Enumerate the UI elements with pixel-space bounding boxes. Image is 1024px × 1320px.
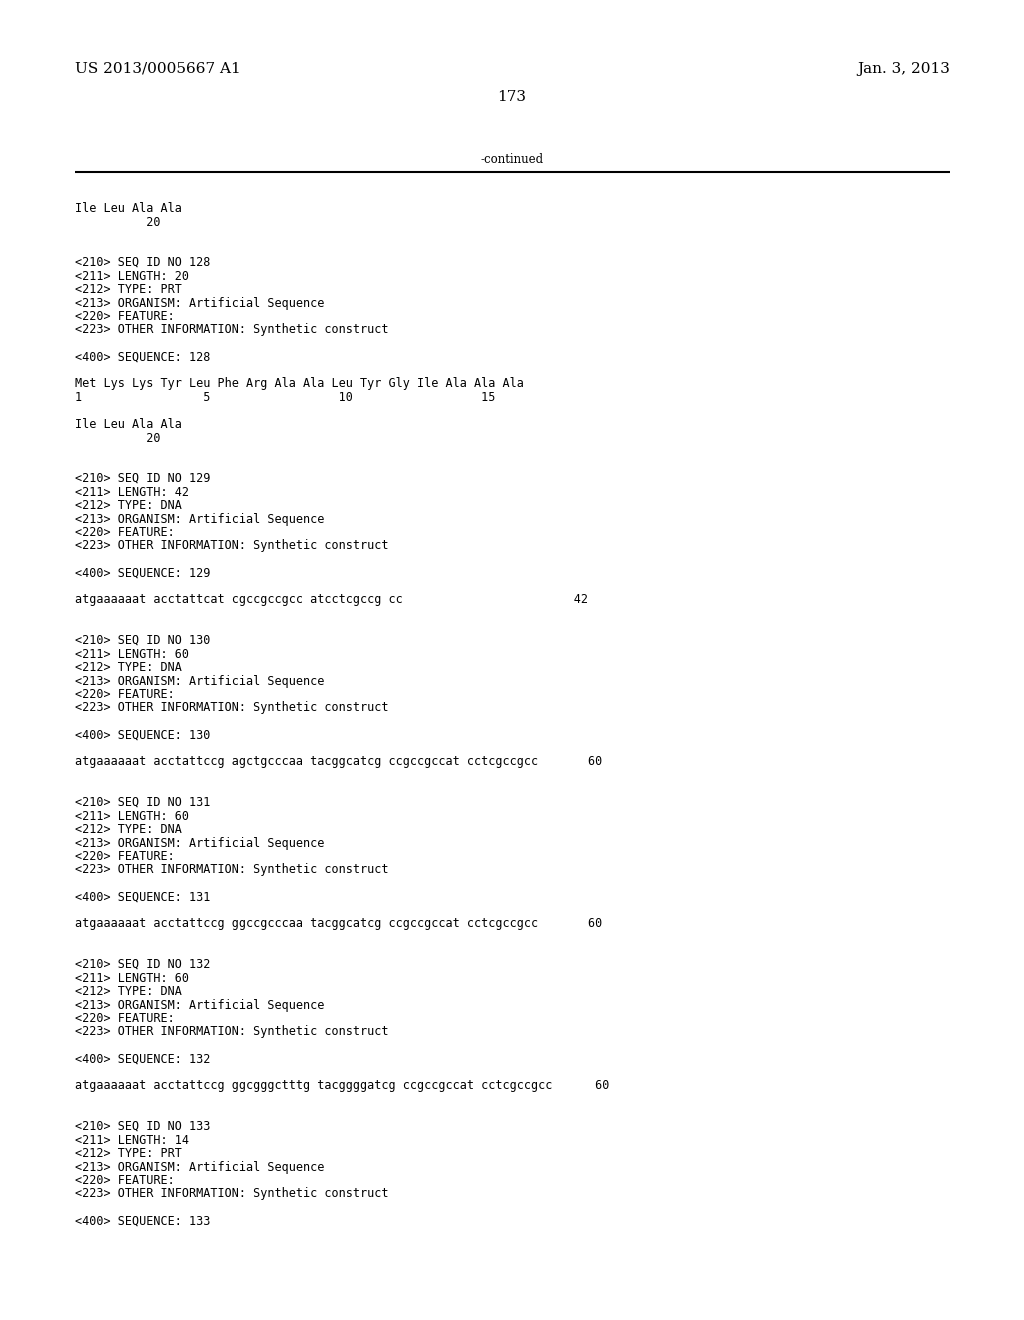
Text: <212> TYPE: DNA: <212> TYPE: DNA <box>75 661 182 675</box>
Text: <223> OTHER INFORMATION: Synthetic construct: <223> OTHER INFORMATION: Synthetic const… <box>75 863 388 876</box>
Text: atgaaaaaat acctattccg agctgcccaa tacggcatcg ccgccgccat cctcgccgcc       60: atgaaaaaat acctattccg agctgcccaa tacggca… <box>75 755 602 768</box>
Text: -continued: -continued <box>480 153 544 166</box>
Text: <400> SEQUENCE: 131: <400> SEQUENCE: 131 <box>75 891 210 903</box>
Text: atgaaaaaat acctattcat cgccgccgcc atcctcgccg cc                        42: atgaaaaaat acctattcat cgccgccgcc atcctcg… <box>75 594 588 606</box>
Text: <223> OTHER INFORMATION: Synthetic construct: <223> OTHER INFORMATION: Synthetic const… <box>75 540 388 553</box>
Text: <211> LENGTH: 60: <211> LENGTH: 60 <box>75 648 189 660</box>
Text: 173: 173 <box>498 90 526 104</box>
Text: <220> FEATURE:: <220> FEATURE: <box>75 525 175 539</box>
Text: <220> FEATURE:: <220> FEATURE: <box>75 310 175 323</box>
Text: <213> ORGANISM: Artificial Sequence: <213> ORGANISM: Artificial Sequence <box>75 837 325 850</box>
Text: <213> ORGANISM: Artificial Sequence: <213> ORGANISM: Artificial Sequence <box>75 1160 325 1173</box>
Text: <220> FEATURE:: <220> FEATURE: <box>75 688 175 701</box>
Text: <212> TYPE: DNA: <212> TYPE: DNA <box>75 985 182 998</box>
Text: <211> LENGTH: 60: <211> LENGTH: 60 <box>75 972 189 985</box>
Text: <212> TYPE: PRT: <212> TYPE: PRT <box>75 1147 182 1160</box>
Text: <211> LENGTH: 42: <211> LENGTH: 42 <box>75 486 189 499</box>
Text: Met Lys Lys Tyr Leu Phe Arg Ala Ala Leu Tyr Gly Ile Ala Ala Ala: Met Lys Lys Tyr Leu Phe Arg Ala Ala Leu … <box>75 378 524 391</box>
Text: <210> SEQ ID NO 132: <210> SEQ ID NO 132 <box>75 958 210 972</box>
Text: Ile Leu Ala Ala: Ile Leu Ala Ala <box>75 202 182 215</box>
Text: Jan. 3, 2013: Jan. 3, 2013 <box>857 62 950 77</box>
Text: <223> OTHER INFORMATION: Synthetic construct: <223> OTHER INFORMATION: Synthetic const… <box>75 323 388 337</box>
Text: <212> TYPE: DNA: <212> TYPE: DNA <box>75 499 182 512</box>
Text: <212> TYPE: DNA: <212> TYPE: DNA <box>75 822 182 836</box>
Text: <210> SEQ ID NO 129: <210> SEQ ID NO 129 <box>75 473 210 484</box>
Text: <210> SEQ ID NO 128: <210> SEQ ID NO 128 <box>75 256 210 269</box>
Text: <400> SEQUENCE: 129: <400> SEQUENCE: 129 <box>75 566 210 579</box>
Text: <223> OTHER INFORMATION: Synthetic construct: <223> OTHER INFORMATION: Synthetic const… <box>75 1188 388 1200</box>
Text: <213> ORGANISM: Artificial Sequence: <213> ORGANISM: Artificial Sequence <box>75 512 325 525</box>
Text: <220> FEATURE:: <220> FEATURE: <box>75 1012 175 1026</box>
Text: <210> SEQ ID NO 130: <210> SEQ ID NO 130 <box>75 634 210 647</box>
Text: <223> OTHER INFORMATION: Synthetic construct: <223> OTHER INFORMATION: Synthetic const… <box>75 701 388 714</box>
Text: Ile Leu Ala Ala: Ile Leu Ala Ala <box>75 418 182 432</box>
Text: <223> OTHER INFORMATION: Synthetic construct: <223> OTHER INFORMATION: Synthetic const… <box>75 1026 388 1039</box>
Text: <220> FEATURE:: <220> FEATURE: <box>75 850 175 863</box>
Text: <212> TYPE: PRT: <212> TYPE: PRT <box>75 282 182 296</box>
Text: <400> SEQUENCE: 128: <400> SEQUENCE: 128 <box>75 351 210 363</box>
Text: <210> SEQ ID NO 131: <210> SEQ ID NO 131 <box>75 796 210 809</box>
Text: atgaaaaaat acctattccg ggcgggctttg tacggggatcg ccgccgccat cctcgccgcc      60: atgaaaaaat acctattccg ggcgggctttg tacggg… <box>75 1080 609 1093</box>
Text: <400> SEQUENCE: 132: <400> SEQUENCE: 132 <box>75 1052 210 1065</box>
Text: 20: 20 <box>75 215 161 228</box>
Text: atgaaaaaat acctattccg ggccgcccaa tacggcatcg ccgccgccat cctcgccgcc       60: atgaaaaaat acctattccg ggccgcccaa tacggca… <box>75 917 602 931</box>
Text: <213> ORGANISM: Artificial Sequence: <213> ORGANISM: Artificial Sequence <box>75 998 325 1011</box>
Text: <210> SEQ ID NO 133: <210> SEQ ID NO 133 <box>75 1119 210 1133</box>
Text: <211> LENGTH: 60: <211> LENGTH: 60 <box>75 809 189 822</box>
Text: <220> FEATURE:: <220> FEATURE: <box>75 1173 175 1187</box>
Text: <211> LENGTH: 20: <211> LENGTH: 20 <box>75 269 189 282</box>
Text: <213> ORGANISM: Artificial Sequence: <213> ORGANISM: Artificial Sequence <box>75 297 325 309</box>
Text: <211> LENGTH: 14: <211> LENGTH: 14 <box>75 1134 189 1147</box>
Text: US 2013/0005667 A1: US 2013/0005667 A1 <box>75 62 241 77</box>
Text: 20: 20 <box>75 432 161 445</box>
Text: 1                 5                  10                  15: 1 5 10 15 <box>75 391 496 404</box>
Text: <400> SEQUENCE: 133: <400> SEQUENCE: 133 <box>75 1214 210 1228</box>
Text: <213> ORGANISM: Artificial Sequence: <213> ORGANISM: Artificial Sequence <box>75 675 325 688</box>
Text: <400> SEQUENCE: 130: <400> SEQUENCE: 130 <box>75 729 210 742</box>
